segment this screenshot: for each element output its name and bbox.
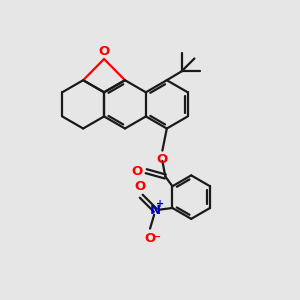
- Text: O: O: [98, 45, 110, 58]
- Text: O: O: [134, 180, 146, 193]
- Text: N: N: [150, 204, 161, 217]
- Text: O: O: [157, 153, 168, 166]
- Text: O: O: [131, 165, 142, 178]
- Text: −: −: [152, 232, 161, 242]
- Text: O: O: [144, 232, 156, 244]
- Text: +: +: [156, 200, 164, 209]
